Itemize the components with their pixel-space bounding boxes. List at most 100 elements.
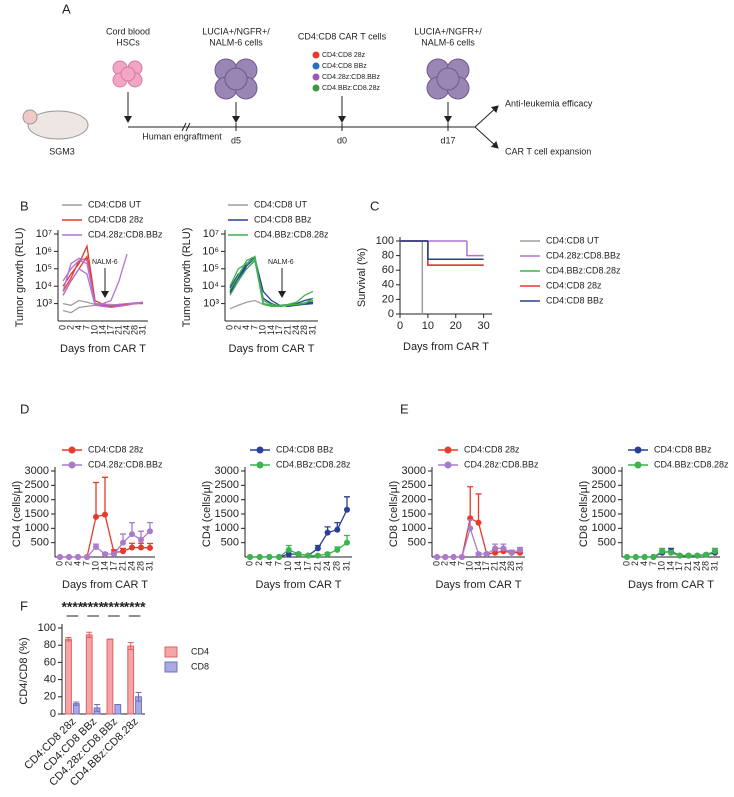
y-tick-label: 20	[44, 691, 56, 703]
y-axis-title: CD4 (cells/µl)	[11, 481, 23, 547]
legend-label: CD4:CD8 BBz	[254, 214, 312, 224]
data-point	[334, 546, 341, 553]
car-t-dots	[312, 51, 320, 92]
y-tick-label: 0	[388, 308, 394, 320]
legend-marker	[634, 461, 642, 469]
x-tick-label: 4	[448, 561, 458, 566]
x-tick-label: 14	[266, 325, 276, 335]
y-tick-label: 10⁷	[36, 228, 52, 240]
x-tick-label: 24	[322, 561, 332, 571]
data-point	[508, 549, 515, 556]
x-tick-label: 24	[291, 325, 301, 335]
bar	[65, 638, 72, 715]
legend-marker	[256, 461, 264, 469]
x-tick-label: 31	[144, 561, 154, 571]
label: d17	[440, 135, 455, 145]
legend-label: CD4.BBz:CD8.28z	[254, 229, 329, 239]
y-tick-label: 500	[31, 537, 49, 549]
x-tick-label: 10	[465, 561, 475, 571]
data-point	[247, 554, 253, 560]
x-tick-label: 2	[63, 561, 73, 566]
label: CD4:CD8 CAR T cells	[298, 31, 387, 41]
label: Human engraftment	[142, 131, 222, 141]
y-axis-title: Survival (%)	[356, 248, 368, 307]
error-bar	[467, 486, 474, 519]
y-tick-label: 100	[38, 622, 56, 634]
x-tick-label: 0	[431, 561, 441, 566]
data-point	[129, 531, 135, 538]
nalm6-icon-right	[426, 58, 470, 100]
y-tick-label: 1000	[215, 522, 239, 534]
data-point	[632, 554, 639, 560]
y-tick-label: 10⁵	[202, 263, 219, 275]
x-tick-label: 17	[303, 561, 313, 571]
y-tick-label: 40	[44, 674, 56, 686]
data-point	[102, 551, 108, 558]
data-point	[467, 525, 474, 532]
y-tick-label: 3000	[215, 465, 239, 477]
legend-label: CD4.BBz:CD8.28z	[546, 265, 621, 275]
data-point	[138, 544, 144, 551]
mouse-ear	[22, 109, 38, 125]
x-tick-label: 10	[422, 320, 434, 332]
y-tick-label: 2500	[402, 479, 426, 491]
data-point	[129, 544, 135, 551]
x-tick-label: 10	[283, 561, 293, 571]
data-point	[295, 551, 302, 558]
x-tick-label: 20	[450, 320, 462, 332]
x-tick-label: 21	[282, 325, 292, 335]
y-tick-label: 10⁴	[35, 280, 52, 292]
data-point	[475, 519, 482, 526]
x-tick-label: 21	[489, 561, 499, 571]
legend-label: CD4:CD8 UT	[254, 199, 308, 209]
x-tick-label: 2	[233, 325, 243, 330]
y-tick-label: 1000	[402, 522, 426, 534]
y-tick-label: 10³	[203, 298, 219, 310]
data-point	[668, 549, 674, 556]
y-axis-title: CD8 (cells/µl)	[388, 481, 400, 547]
y-tick-label: 10⁷	[203, 228, 219, 240]
x-tick-label: 0	[397, 320, 403, 332]
x-axis-title: Days from CAR T	[628, 579, 714, 591]
x-tick-label: 17	[274, 325, 284, 335]
label: SGM3	[49, 146, 75, 156]
data-point	[285, 551, 292, 558]
x-tick-label: 31	[307, 325, 317, 335]
x-tick-label: 7	[81, 325, 91, 330]
label: CD4.BBz:CD8.28z	[322, 85, 380, 92]
x-tick-label: 31	[341, 561, 351, 571]
y-axis-title: CD4/CD8 (%)	[18, 637, 30, 704]
x-tick-label: 17	[105, 325, 115, 335]
label: HSCs	[116, 37, 140, 47]
x-axis-title: Days from CAR T	[60, 343, 146, 355]
survival-step	[427, 241, 484, 260]
label: CAR T cell expansion	[505, 146, 591, 156]
x-tick-label: 28	[506, 561, 516, 571]
data-point	[324, 529, 331, 536]
data-point	[75, 554, 81, 560]
error-bar	[93, 481, 99, 517]
y-tick-label: 2500	[215, 479, 239, 491]
data-point	[276, 554, 283, 560]
label: d0	[337, 135, 347, 145]
x-tick-label: 4	[264, 561, 274, 566]
y-tick-label: 1500	[25, 508, 49, 520]
y-tick-label: 3000	[402, 465, 426, 477]
y-tick-label: 10⁵	[35, 263, 52, 275]
x-tick-label: 0	[224, 325, 234, 330]
x-tick-label: 0	[621, 561, 631, 566]
error-bar	[475, 493, 482, 523]
y-tick-label: 80	[382, 250, 394, 262]
annotation: NALM-6	[268, 259, 294, 266]
y-tick-label: 2000	[402, 494, 426, 506]
x-tick-label: 31	[514, 561, 524, 571]
legend-label: CD4.28z:CD8.BBz	[88, 229, 163, 239]
bar	[127, 645, 135, 715]
legend-label: CD4:CD8 BBz	[654, 444, 712, 454]
y-tick-label: 0	[50, 708, 56, 720]
label: CD4:CD8 BBz	[322, 63, 367, 70]
error-bar	[102, 476, 108, 515]
x-tick-label: 28	[299, 325, 309, 335]
legend-label: CD4:CD8 BBz	[276, 444, 334, 454]
y-tick-label: 3000	[25, 465, 49, 477]
